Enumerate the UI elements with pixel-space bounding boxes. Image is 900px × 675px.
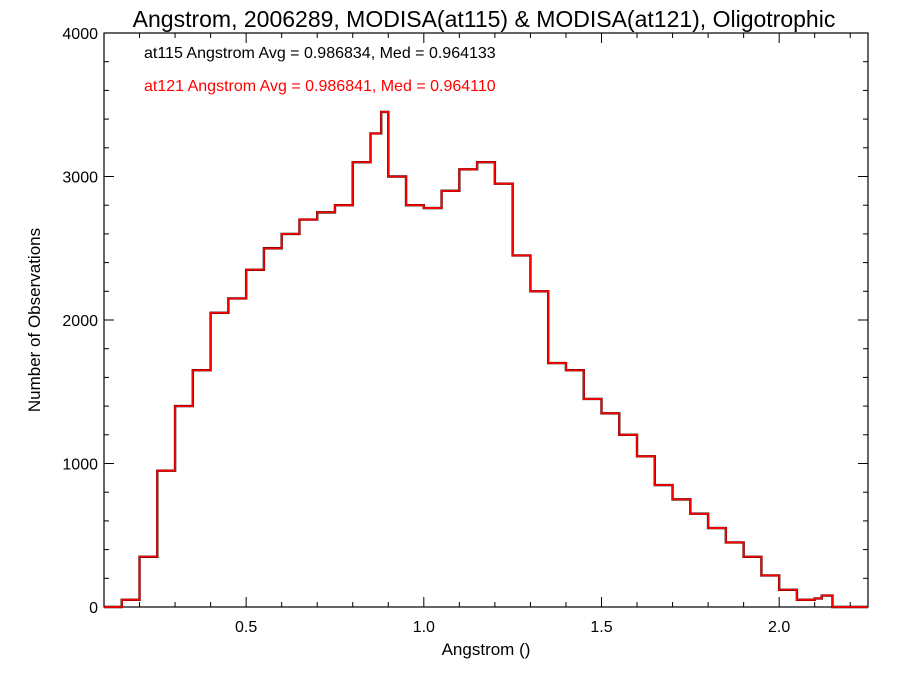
series-lines bbox=[104, 110, 868, 609]
x-tick-labels: 0.5 1.0 1.5 2.0 bbox=[235, 619, 790, 636]
x-tick-label: 0.5 bbox=[235, 619, 257, 636]
x-tick-label: 1.0 bbox=[413, 619, 435, 636]
x-tick-label: 2.0 bbox=[768, 619, 790, 636]
y-tick-label: 0 bbox=[89, 600, 98, 617]
series-line-at121 bbox=[104, 111, 868, 608]
y-tick-labels: 0 1000 2000 3000 4000 bbox=[62, 26, 98, 617]
annotation-at115: at115 Angstrom Avg = 0.986834, Med = 0.9… bbox=[144, 45, 496, 62]
axis-ticks bbox=[104, 32, 868, 608]
plot-frame bbox=[103, 32, 869, 608]
y-tick-label: 2000 bbox=[62, 313, 98, 330]
y-tick-label: 1000 bbox=[62, 457, 98, 474]
chart-title: Angstrom, 2006289, MODISA(at115) & MODIS… bbox=[133, 6, 836, 32]
y-tick-label: 3000 bbox=[62, 170, 98, 187]
x-axis-label: Angstrom () bbox=[442, 640, 531, 659]
y-axis-label: Number of Observations bbox=[25, 228, 44, 412]
annotation-at121: at121 Angstrom Avg = 0.986841, Med = 0.9… bbox=[144, 78, 496, 95]
y-tick-label: 4000 bbox=[62, 26, 98, 43]
x-tick-label: 1.5 bbox=[590, 619, 612, 636]
series-line-at115 bbox=[104, 110, 868, 609]
